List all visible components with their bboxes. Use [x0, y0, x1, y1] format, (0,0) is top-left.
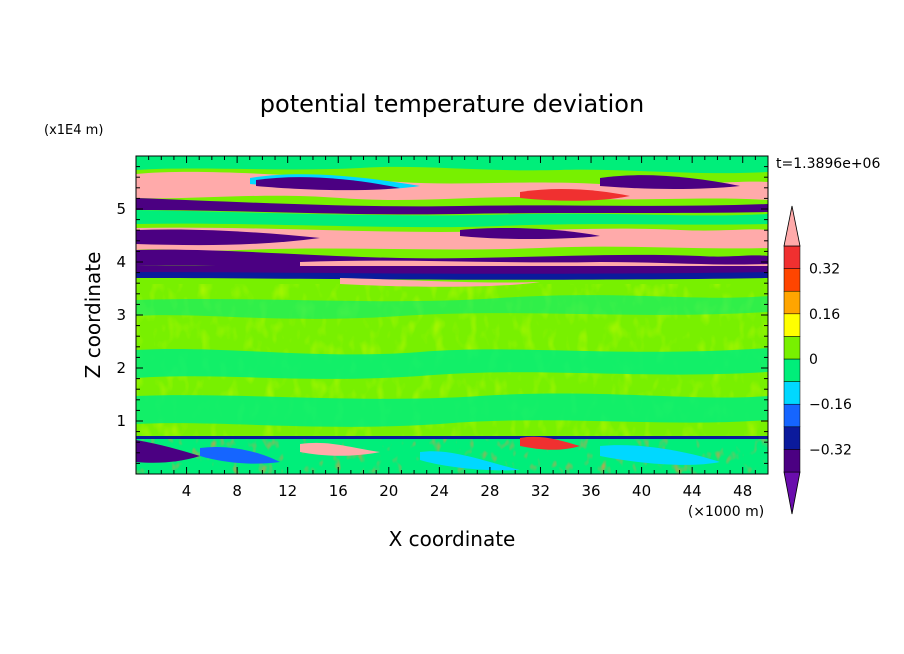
field-purple-3: [136, 229, 320, 246]
field-band-top: [136, 156, 768, 174]
x-tick-label: 44: [683, 482, 702, 500]
field-purple-2: [600, 175, 740, 189]
x-tick-label: 48: [733, 482, 752, 500]
colorbar-swatch-9: [783, 268, 801, 292]
x-tick-label: 28: [480, 482, 499, 500]
field-band-mid-c: [136, 295, 768, 319]
field-band-mid-b: [136, 393, 768, 427]
colorbar-tick-label: 0.16: [809, 307, 840, 323]
colorbar: [783, 205, 801, 515]
field-red-bottom: [520, 436, 580, 450]
y-tick-label: 4: [116, 253, 126, 271]
y-tick-label: 1: [116, 412, 126, 430]
x-tick-label: 32: [531, 482, 550, 500]
y-axis-label: Z coordinate: [81, 252, 105, 379]
colorbar-swatch-1: [783, 449, 801, 473]
field-cyan-bottom: [420, 451, 520, 471]
x-tick-label: 16: [329, 482, 348, 500]
heatmap-field: [136, 156, 768, 474]
field-band-pink-2: [136, 227, 768, 251]
field-band-purple-1: [136, 198, 768, 215]
x-axis-label: X coordinate: [389, 527, 516, 551]
colorbar-tick-label: 0: [809, 352, 818, 368]
colorbar-tick-label: −0.16: [809, 397, 852, 413]
colorbar-swatch-2: [783, 426, 801, 450]
chart-title: potential temperature deviation: [260, 90, 644, 118]
field-inversion-line: [136, 436, 768, 439]
x-tick-label: 24: [430, 482, 449, 500]
x-tick-label: 20: [379, 482, 398, 500]
field-pink-4: [340, 278, 540, 287]
field-blue-bottom: [200, 446, 280, 464]
y-tick-label: 2: [116, 359, 126, 377]
x-tick-label: 8: [232, 482, 242, 500]
field-pink-bottom: [300, 442, 380, 456]
field-purple-4: [460, 228, 600, 239]
colorbar-swatch-5: [783, 358, 801, 382]
colorbar-swatch-10: [783, 245, 801, 269]
y-axis-ticks: 1 2 3 4 5: [116, 166, 768, 464]
x-tick-label: 4: [182, 482, 192, 500]
colorbar-swatch-6: [783, 336, 801, 360]
field-purple-bottom: [136, 440, 200, 463]
colorbar-tick-label: −0.32: [809, 442, 852, 458]
y-tick-label: 5: [116, 200, 126, 218]
colorbar-swatch-4: [783, 381, 801, 405]
colorbar-swatch-7: [783, 313, 801, 337]
y-units-label: (x1E4 m): [44, 123, 103, 138]
field-red-1: [520, 189, 630, 201]
time-label: t=1.3896e+06: [776, 156, 880, 172]
colorbar-extend-low: [783, 471, 801, 515]
colorbar-tick-label: 0.32: [809, 262, 840, 278]
colorbar-swatch-8: [783, 290, 801, 315]
y-tick-label: 3: [116, 306, 126, 324]
x-units-label: (×1000 m): [688, 504, 764, 520]
colorbar-ticks: 0.32 0.16 0 −0.16 −0.32: [809, 262, 852, 459]
colorbar-extend-high: [783, 205, 801, 247]
field-purple-1: [256, 177, 400, 191]
field-band-green-1: [136, 210, 768, 228]
field-band-navy: [136, 272, 768, 280]
x-axis-ticks: 4 8 12 16 20 24 28 32 36 40 44 48: [148, 156, 756, 500]
field-cyan-bottom-2: [600, 445, 720, 465]
x-tick-label: 36: [581, 482, 600, 500]
colorbar-swatch-3: [783, 403, 801, 428]
x-tick-label: 40: [632, 482, 651, 500]
field-band-mid-a: [136, 348, 768, 379]
x-tick-label: 12: [278, 482, 297, 500]
